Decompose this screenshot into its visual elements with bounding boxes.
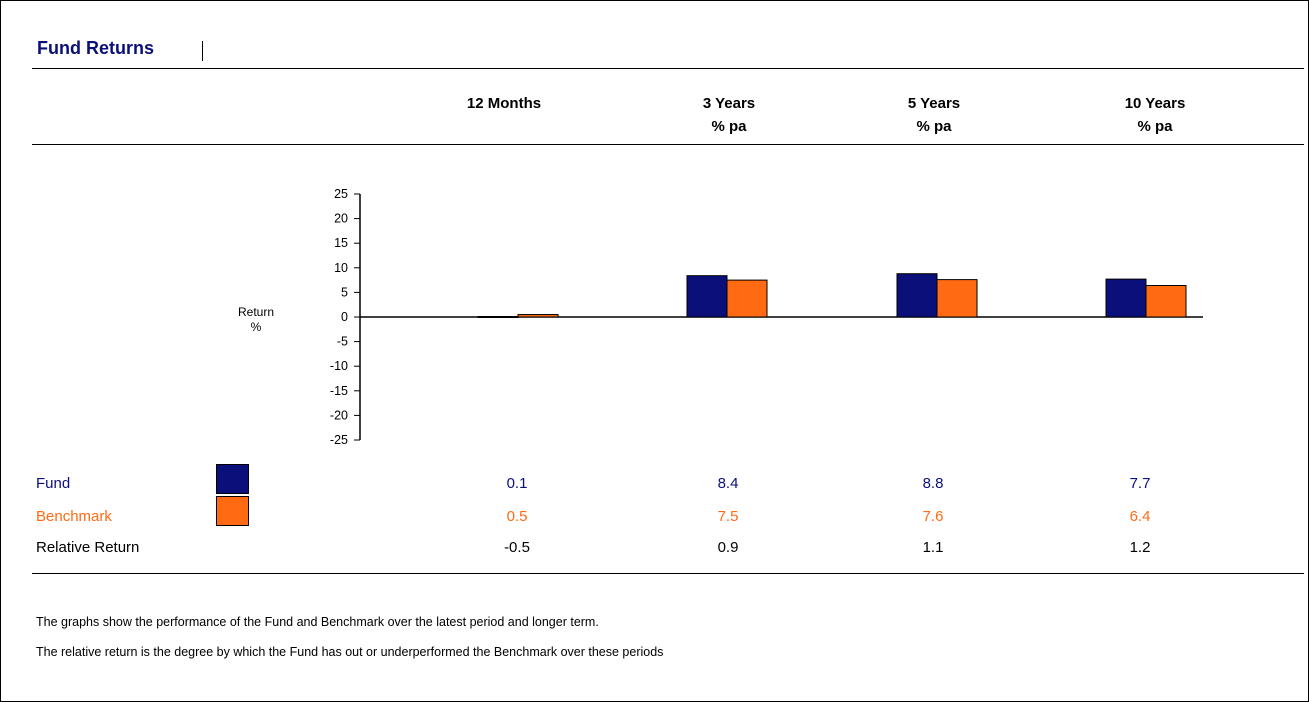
column-header-line2: % pa — [1137, 118, 1173, 135]
fund-legend-swatch — [216, 464, 249, 494]
fund-bar-3 — [1105, 278, 1147, 318]
benchmark-legend-swatch — [216, 496, 249, 526]
footnote-1: The graphs show the performance of the F… — [36, 615, 599, 629]
y-tick-label: 15 — [334, 236, 348, 250]
column-header-line1: 5 Years — [907, 95, 961, 112]
row-label-relative-return: Relative Return — [36, 539, 140, 556]
y-tick-label: -20 — [330, 408, 348, 422]
benchmark-bar-1 — [726, 279, 768, 318]
table-rule-bottom — [32, 573, 1304, 574]
y-axis-label-line2: % — [250, 320, 262, 334]
header-rule-bottom — [32, 144, 1304, 145]
y-tick-label: -5 — [337, 335, 348, 349]
column-header-line1: 12 Months — [466, 95, 542, 112]
header-rule-top — [32, 68, 1304, 69]
column-header-line1: 10 Years — [1124, 95, 1186, 112]
y-tick-label: -15 — [330, 384, 348, 398]
relative-value-5y: 1.1 — [922, 539, 944, 556]
column-header-line2: % pa — [916, 118, 952, 135]
y-tick-label: 10 — [334, 261, 348, 275]
fund-value-3y: 8.4 — [717, 475, 739, 492]
footnote-2: The relative return is the degree by whi… — [36, 645, 664, 659]
y-axis-label: Return % — [226, 305, 286, 335]
benchmark-value-5y: 7.6 — [922, 508, 944, 525]
relative-value-3y: 0.9 — [717, 539, 739, 556]
column-header-5-years: 5 Years % pa — [864, 92, 1004, 138]
row-label-fund: Fund — [36, 475, 71, 492]
relative-value-12m: -0.5 — [504, 539, 530, 556]
fund-value-5y: 8.8 — [922, 475, 944, 492]
y-tick-label: 25 — [334, 187, 348, 201]
benchmark-value-10y: 6.4 — [1129, 508, 1151, 525]
y-tick-label: 0 — [341, 310, 348, 324]
chart-bars — [477, 273, 1187, 319]
fund-bar-1 — [686, 275, 728, 318]
text-cursor — [202, 41, 203, 61]
column-header-12-months: 12 Months — [434, 92, 574, 115]
relative-value-10y: 1.2 — [1129, 539, 1151, 556]
column-header-line1: 3 Years — [702, 95, 756, 112]
benchmark-value-12m: 0.5 — [506, 508, 528, 525]
y-tick-label: 20 — [334, 212, 348, 226]
y-tick-label: -10 — [330, 359, 348, 373]
fund-bar-2 — [896, 273, 938, 318]
page-title: Fund Returns — [37, 38, 154, 58]
column-header-3-years: 3 Years % pa — [659, 92, 799, 138]
fund-value-10y: 7.7 — [1129, 475, 1151, 492]
y-tick-label: 5 — [341, 285, 348, 299]
benchmark-bar-0 — [517, 314, 559, 318]
row-label-benchmark: Benchmark — [36, 508, 112, 525]
column-header-line2: % pa — [711, 118, 747, 135]
y-tick-label: -25 — [330, 433, 348, 447]
benchmark-bar-2 — [936, 279, 978, 318]
benchmark-value-3y: 7.5 — [717, 508, 739, 525]
fund-bar-0 — [477, 316, 519, 319]
y-axis-label-line1: Return — [237, 305, 275, 319]
bar-chart: 25 20 15 10 5 0 -5 -10 -15 -20 -25 — [330, 187, 1203, 447]
column-header-10-years: 10 Years % pa — [1085, 92, 1225, 138]
benchmark-bar-3 — [1145, 285, 1187, 318]
fund-value-12m: 0.1 — [506, 475, 528, 492]
